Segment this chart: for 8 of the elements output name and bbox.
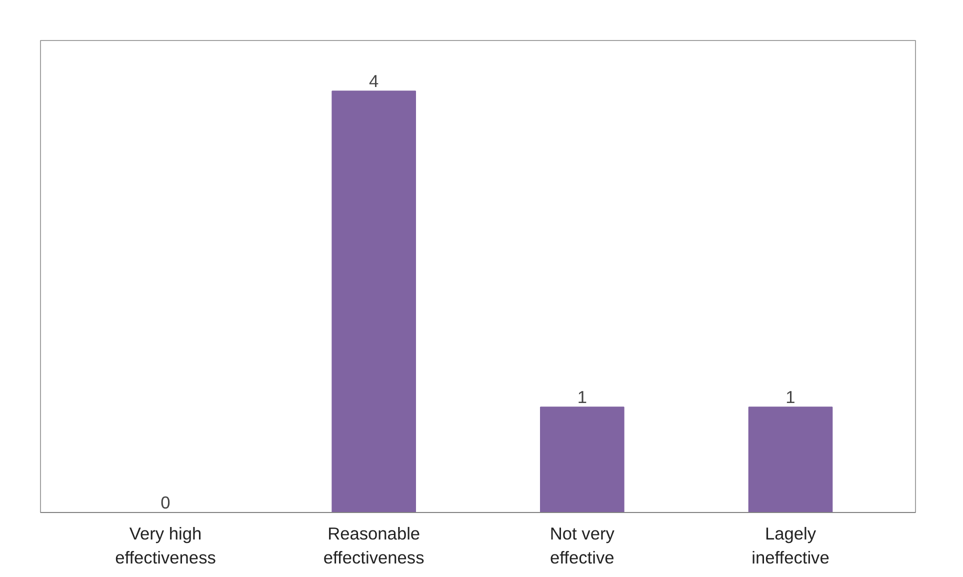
- x-tick-label: Lagely ineffective: [752, 524, 830, 568]
- data-label: 0: [160, 492, 170, 512]
- x-tick-label: Not very effective: [550, 524, 615, 568]
- x-tick-label: Reasonable effectiveness: [323, 524, 425, 568]
- x-tick-label: Very high effectiveness: [115, 524, 216, 568]
- data-label: 1: [577, 387, 587, 408]
- data-label: 1: [786, 387, 796, 408]
- data-label: 4: [369, 71, 380, 92]
